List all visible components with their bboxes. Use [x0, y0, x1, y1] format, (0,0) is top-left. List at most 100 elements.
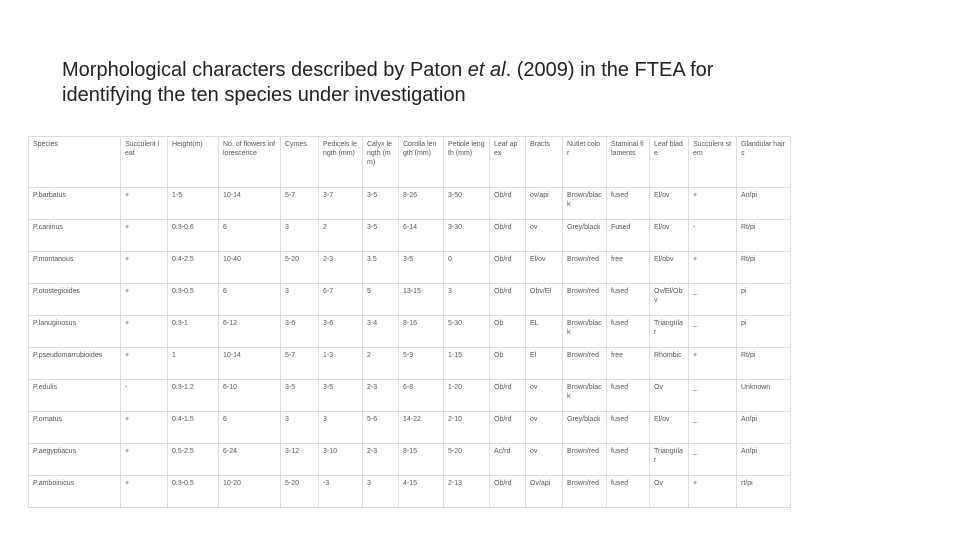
table-cell: 3-4 — [362, 315, 399, 348]
table-row: P.barbatus +1-5 10-14 5-7 3-7 3-5 8-26 3-50 Ob/r… — [28, 187, 791, 220]
table-cell: 3-5 — [280, 379, 319, 412]
table-cell: Triangular — [649, 443, 689, 476]
table-cell: P.barbatus — [28, 187, 121, 220]
header-cell: Bracts — [525, 136, 563, 188]
table-cell: 2-3 — [362, 379, 399, 412]
table-cell: + — [120, 219, 168, 252]
table-cell: Grey/black — [562, 219, 607, 252]
table-cell: 3 — [443, 283, 490, 316]
table-cell: 5-6 — [362, 411, 399, 444]
table-cell: 5 — [362, 283, 399, 316]
table-cell: 2-13 — [443, 475, 490, 508]
table-cell: Ob/rd — [489, 283, 526, 316]
table-row: P.caninus +0.3-0.6 6 3 2 3-5 6-14 3-30 Ob/rd ov Gr… — [28, 219, 791, 252]
table-cell: -3 — [318, 475, 363, 508]
header-cell: Succulent leaf — [120, 136, 168, 188]
table-cell: free — [606, 251, 650, 284]
table-cell: 2-3 — [318, 251, 363, 284]
table-row: P.lanuginosus +0.3-1 6-12 3-6 3-6 3-4 8-16 5-30… — [28, 315, 791, 348]
table-cell: _ — [688, 443, 737, 476]
table-cell: free — [606, 347, 650, 380]
table-cell: - — [688, 219, 737, 252]
table-cell: 4-15 — [398, 475, 444, 508]
table-cell: 6-10 — [218, 379, 281, 412]
table-cell: Rhombic — [649, 347, 689, 380]
table-cell: 3-50 — [443, 187, 490, 220]
table-cell: 8-16 — [398, 315, 444, 348]
table-cell: fused — [606, 475, 650, 508]
table-cell: + — [688, 347, 737, 380]
table-cell: 6-12 — [218, 315, 281, 348]
table-cell: fused — [606, 315, 650, 348]
table-cell: + — [120, 443, 168, 476]
table-cell: El — [525, 347, 563, 380]
table-cell: 5-7 — [280, 347, 319, 380]
table-cell: Ov — [649, 475, 689, 508]
table-cell: 3-5 — [398, 251, 444, 284]
table-cell: 0.3-1 — [167, 315, 219, 348]
table-cell: Triangular — [649, 315, 689, 348]
table-cell: Ob/rd — [489, 475, 526, 508]
table-cell: + — [688, 187, 737, 220]
table-cell: 0.3-0.6 — [167, 219, 219, 252]
table-cell: 0.3-0.5 — [167, 283, 219, 316]
table-cell: 1-5 — [167, 187, 219, 220]
table-cell: 6 — [218, 411, 281, 444]
table-cell: 10-14 — [218, 347, 281, 380]
table-cell: EL — [525, 315, 563, 348]
table-cell: + — [688, 251, 737, 284]
table-cell: Brown/red — [562, 251, 607, 284]
table-cell: 1-20 — [443, 379, 490, 412]
table-cell: Brown/black — [562, 187, 607, 220]
table-cell: P.pseudomarrubioides — [28, 347, 121, 380]
table-cell: + — [120, 475, 168, 508]
table-cell: 2 — [362, 347, 399, 380]
table-cell: 2-10 — [443, 411, 490, 444]
table-cell: + — [120, 251, 168, 284]
table-cell: Ov/El/Obv — [649, 283, 689, 316]
table-cell: 10-20 — [218, 475, 281, 508]
table-cell: Brown/red — [562, 443, 607, 476]
table-cell: Ov/api — [525, 475, 563, 508]
table-cell: Ob/rd — [489, 379, 526, 412]
table-cell: Obv/El — [525, 283, 563, 316]
table-cell: 6 — [218, 283, 281, 316]
table-cell: fused — [606, 187, 650, 220]
table-cell: P.caninus — [28, 219, 121, 252]
table-cell: 5-20 — [280, 475, 319, 508]
table-cell: ov — [525, 411, 563, 444]
table-cell: 10-14 — [218, 187, 281, 220]
table-cell: 5-9 — [398, 347, 444, 380]
header-cell: Succulent stem — [688, 136, 737, 188]
table-cell: P.montanous — [28, 251, 121, 284]
header-cell: No. of flowers inflorescence — [218, 136, 281, 188]
table-cell: 3-12 — [280, 443, 319, 476]
table-cell: 3 — [318, 411, 363, 444]
slide-title: Morphological characters described by Pa… — [62, 58, 782, 108]
table-cell: 0.3-1.2 — [167, 379, 219, 412]
table-cell: 3-7 — [318, 187, 363, 220]
table-row: P.otostegioides +0.3-0.5 6 3 6-7 5 13-15 3 Ob/rd… — [28, 283, 791, 316]
table-cell: 5-30 — [443, 315, 490, 348]
table-row: P.montanous +0.4-2.5 10-40 5-20 2-3 3.5 3-5 0 Ob… — [28, 251, 791, 284]
table-cell: 1-15 — [443, 347, 490, 380]
table-cell: 5-7 — [280, 187, 319, 220]
table-cell: P.aegyptiacus — [28, 443, 121, 476]
table-cell: 5-20 — [443, 443, 490, 476]
table-cell: 3-30 — [443, 219, 490, 252]
table-cell: 3-6 — [318, 315, 363, 348]
table-cell: ov — [525, 379, 563, 412]
table-cell: ov — [525, 443, 563, 476]
table-cell: 3-5 — [362, 219, 399, 252]
table-cell: Ob/rd — [489, 411, 526, 444]
table-cell: + — [688, 475, 737, 508]
table-cell: 3-6 — [280, 315, 319, 348]
table-cell: 8-26 — [398, 187, 444, 220]
table-cell: Ob — [489, 347, 526, 380]
table-cell: 0.4-1.5 — [167, 411, 219, 444]
table-cell: 3 — [280, 283, 319, 316]
table-cell: 3 — [362, 475, 399, 508]
table-cell: rt/pi — [736, 475, 791, 508]
header-cell: Calyx length (mm) — [362, 136, 399, 188]
table-cell: ov/api — [525, 187, 563, 220]
